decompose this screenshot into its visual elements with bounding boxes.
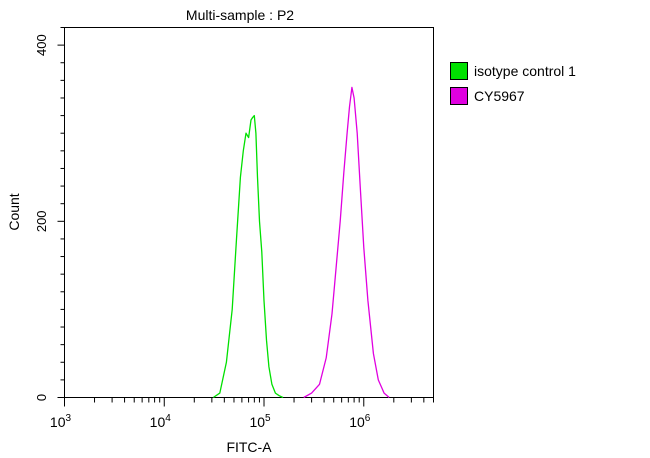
x-tick-label: 105	[249, 413, 271, 430]
y-axis-label: Count	[6, 193, 22, 230]
y-tick-label: 0	[34, 394, 49, 401]
series-lines	[212, 86, 390, 399]
plot-frame	[64, 27, 434, 398]
legend-label: isotype control 1	[474, 63, 576, 79]
legend-label: CY5967	[474, 88, 525, 104]
x-tick-label: 106	[349, 413, 371, 430]
legend-swatch	[450, 87, 468, 105]
x-axis: 103 104 105 106	[50, 397, 434, 430]
x-tick-label: 103	[50, 413, 72, 430]
x-tick-label: 104	[150, 413, 172, 430]
x-axis-label: FITC-A	[226, 439, 272, 455]
chart-title: Multi-sample : P2	[186, 7, 294, 23]
series-line-isotype-control	[212, 114, 284, 399]
legend: isotype control 1 CY5967	[450, 62, 576, 105]
legend-swatch	[450, 62, 468, 80]
y-tick-label: 200	[34, 210, 49, 232]
y-axis: 0 200 400	[34, 27, 65, 401]
series-line-cy5967	[303, 86, 390, 399]
y-tick-label: 400	[34, 34, 49, 56]
